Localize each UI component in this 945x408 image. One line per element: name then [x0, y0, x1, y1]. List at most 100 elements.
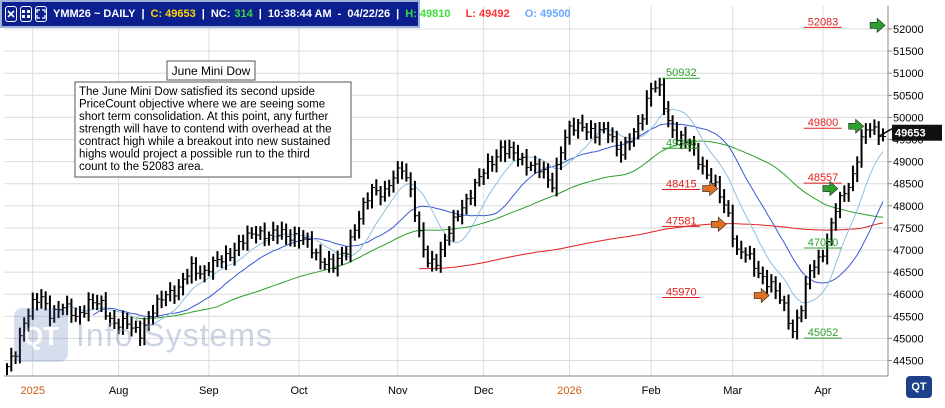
price-bar — [671, 115, 676, 139]
price-bar — [675, 121, 680, 145]
separator: | — [258, 8, 262, 20]
count-arrow — [848, 118, 865, 134]
count-arrow — [702, 180, 719, 197]
price-bar — [220, 255, 225, 269]
settings-button[interactable] — [20, 6, 32, 22]
price-bar — [233, 242, 238, 266]
price-bar — [577, 118, 582, 139]
annotation-box — [74, 81, 352, 178]
y-tick-label: 48000 — [893, 201, 924, 213]
price-bar — [426, 245, 431, 268]
price-bar — [267, 231, 272, 246]
price-bar — [302, 230, 307, 245]
current-price-box — [892, 124, 942, 141]
price-bar — [126, 312, 131, 330]
x-tick-label: Aug — [109, 385, 129, 397]
price-bar — [826, 233, 831, 265]
price-bar — [340, 246, 345, 266]
price-bar — [774, 276, 779, 300]
price-bar — [800, 305, 805, 323]
price-bar — [319, 244, 324, 270]
annotation-line: strength will have to contend with overh… — [79, 124, 332, 136]
price-bar — [323, 257, 328, 270]
price-bar — [336, 250, 341, 277]
price-bar — [345, 246, 350, 261]
count-level-label: 52083 — [808, 16, 839, 28]
price-bar — [379, 185, 384, 206]
price-bar — [568, 120, 573, 145]
price-bar — [813, 260, 818, 279]
price-bar — [70, 298, 75, 323]
price-bar — [349, 229, 354, 263]
price-bar — [160, 290, 165, 309]
price-bar — [422, 222, 427, 258]
price-bar — [869, 123, 874, 138]
price-bar — [581, 114, 586, 132]
price-bar — [237, 234, 242, 257]
price-bar — [212, 256, 217, 280]
expand-button[interactable] — [35, 6, 47, 22]
separator: | — [201, 8, 205, 20]
qt-logo: QT — [906, 376, 932, 398]
price-bar — [525, 148, 530, 176]
x-tick-label: Feb — [642, 385, 661, 397]
price-bar — [598, 121, 603, 146]
price-bar — [856, 156, 861, 183]
price-bar — [817, 249, 822, 275]
separator: | — [141, 8, 145, 20]
price-bar — [658, 77, 663, 97]
price-bar — [358, 210, 363, 239]
price-bar — [259, 226, 264, 240]
current-price-label: 49653 — [895, 128, 926, 140]
price-bar — [134, 320, 139, 333]
price-bar — [18, 327, 23, 364]
price-bar — [615, 130, 620, 157]
price-bar — [491, 155, 496, 172]
price-bar — [804, 276, 809, 320]
separator: | — [515, 8, 519, 20]
y-tick-label: 49000 — [893, 157, 924, 169]
price-bar — [787, 294, 792, 330]
price-bar — [701, 156, 706, 175]
x-tick-label: Mar — [723, 385, 742, 397]
price-bar — [499, 140, 504, 162]
symbol-label: YMM26 ~ DAILY — [53, 8, 136, 20]
count-arrow — [753, 287, 770, 304]
price-bar — [53, 305, 58, 323]
price-bar — [289, 229, 294, 247]
price-bar — [66, 295, 71, 316]
price-bar — [48, 295, 53, 327]
price-bar — [718, 175, 723, 204]
watermark-text: Info Systems — [76, 317, 273, 353]
annotation-line: PriceCount objective where we are seeing… — [79, 99, 325, 111]
price-bar — [263, 222, 268, 247]
x-tick-label: Sep — [199, 385, 219, 397]
price-bar — [383, 180, 388, 202]
price-bar — [504, 140, 509, 163]
price-bar — [791, 319, 796, 339]
price-bar — [594, 122, 599, 144]
moving-average-line — [419, 222, 884, 270]
price-bar — [611, 127, 616, 143]
price-bar — [182, 272, 187, 296]
price-bar — [469, 189, 474, 206]
price-bar — [83, 305, 88, 318]
price-bar — [216, 251, 221, 268]
price-bar — [310, 231, 315, 259]
price-bar — [585, 123, 590, 141]
price-bar — [10, 347, 15, 372]
price-bar — [6, 363, 10, 376]
price-bar — [860, 129, 865, 168]
price-bar — [882, 128, 886, 142]
y-tick-label: 45500 — [893, 311, 924, 323]
price-bar — [495, 149, 500, 173]
separator: | — [396, 8, 400, 20]
price-bar — [375, 179, 380, 196]
count-level-label: 48557 — [808, 172, 839, 184]
count-levels: 52083 50932 49800 49346 48557 48415 47581 47090… — [662, 16, 842, 339]
close-button[interactable] — [5, 6, 17, 22]
price-bar — [23, 317, 28, 342]
x-tick-label: Dec — [474, 385, 494, 397]
price-bar — [538, 158, 543, 179]
